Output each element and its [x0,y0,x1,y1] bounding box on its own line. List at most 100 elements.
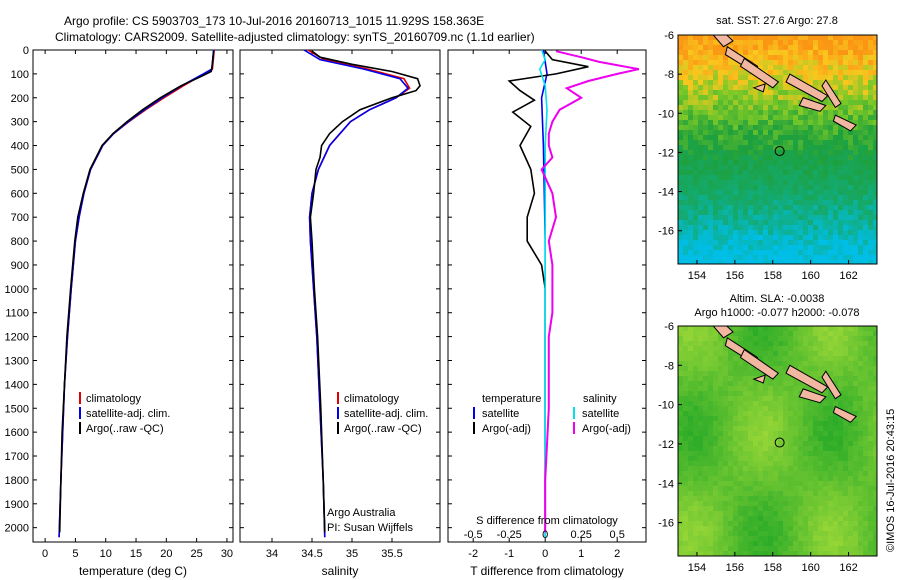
map-cell [868,441,874,447]
map-cell [853,85,859,91]
map-cell [858,65,864,71]
map-cell [788,336,794,342]
map-cell [753,130,759,136]
map-cell [743,85,749,91]
map-cell [813,406,819,412]
x-tick-label: 34 [266,548,278,560]
map-cell [688,381,694,387]
map-cell [723,366,729,372]
map-cell [713,531,719,537]
map-cell [723,90,729,96]
map-cell [743,531,749,537]
map-cell [748,366,754,372]
map-cell [803,406,809,412]
map-cell [853,210,859,216]
map-cell [808,546,814,552]
map-cell [838,431,844,437]
map-cell [693,220,699,226]
map-cell [783,180,789,186]
map-cell [798,496,804,502]
map-cell [788,501,794,507]
map-cell [708,421,714,427]
map-cell [698,230,704,236]
map-cell [723,466,729,472]
map-cell [853,140,859,146]
map-cell [873,260,877,264]
map-cell [693,361,699,367]
map-cell [853,195,859,201]
map-cell [858,200,864,206]
map-cell [698,441,704,447]
map-cell [858,541,864,547]
map-cell [738,421,744,427]
map-cell [833,331,839,337]
map-cell [678,215,684,221]
map-cell [778,331,784,337]
map-cell [813,376,819,382]
map-cell [758,386,764,392]
map-cell [793,160,799,166]
map-cell [678,235,684,241]
map-cell [793,230,799,236]
map-cell [683,205,689,211]
map-cell [783,130,789,136]
map-cell [778,521,784,527]
map-cell [818,496,824,502]
map-cell [683,85,689,91]
map-cell [808,35,814,41]
map-cell [833,481,839,487]
map-cell [683,65,689,71]
map-cell [778,120,784,126]
map-x-tick-label: 156 [726,562,744,574]
y-tick-label: 1200 [5,332,29,344]
map-cell [728,511,734,517]
map-cell [793,185,799,191]
map-cell [693,110,699,116]
map-cell [738,235,744,241]
map-cell [748,140,754,146]
map-cell [818,55,824,61]
map-cell [738,250,744,256]
map-cell [698,130,704,136]
map-cell [693,426,699,432]
map-cell [863,376,869,382]
map-cell [713,230,719,236]
map-cell [813,481,819,487]
map-cell [768,170,774,176]
map-cell [783,536,789,542]
map-cell [853,100,859,106]
map-cell [683,130,689,136]
map-cell [693,341,699,347]
map-cell [788,341,794,347]
map-cell [738,175,744,181]
map-cell [803,341,809,347]
map-cell [843,466,849,472]
map-cell [838,521,844,527]
difference-panel-frame [447,49,647,543]
map-cell [843,326,849,332]
y-tick-label: 1500 [5,403,29,415]
map-cell [683,140,689,146]
map-cell [688,551,694,556]
map-cell [778,140,784,146]
map-cell [868,65,874,71]
map-cell [733,356,739,362]
map-cell [778,531,784,537]
map-cell [733,45,739,51]
map-cell [853,105,859,111]
map-cell [853,190,859,196]
map-cell [798,386,804,392]
map-cell [858,461,864,467]
map-cell [868,140,874,146]
map-cell [688,225,694,231]
map-y-tick-label: -12 [658,147,674,159]
map-cell [843,190,849,196]
annotation-argo-australia: Argo Australia [327,507,396,519]
temperature-chart: 0 5 10 15 20 25 30 [42,50,233,560]
map-cell [848,110,854,116]
map-cell [693,441,699,447]
map-cell [703,160,709,166]
map-cell [838,416,844,422]
map-cell [803,220,809,226]
map-cell [818,331,824,337]
